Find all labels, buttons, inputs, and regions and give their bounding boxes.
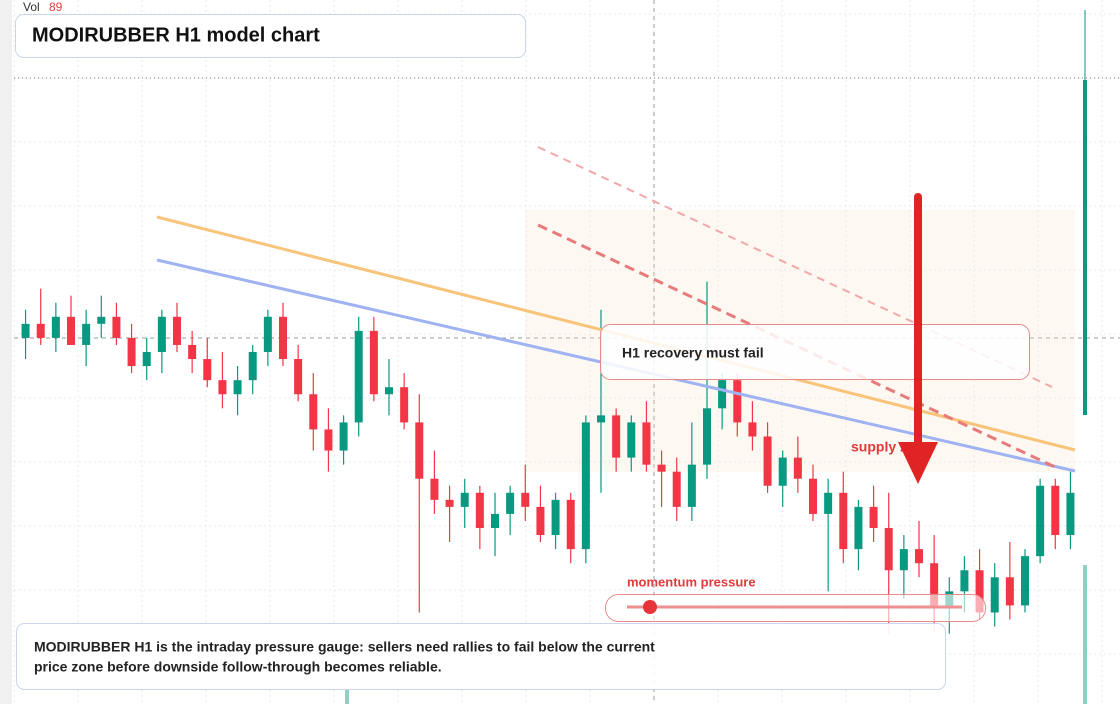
title: MODIRUBBER H1 model chart (32, 24, 320, 46)
candle-body (188, 344, 197, 360)
callout-box (600, 324, 1030, 380)
candle-body (157, 316, 166, 352)
candle-body (415, 422, 424, 479)
candle-body (279, 316, 287, 360)
description-line: MODIRUBBER H1 is the intraday pressure g… (34, 639, 655, 655)
candle-body (97, 316, 106, 324)
candle-body (445, 499, 454, 507)
channel-line (537, 146, 1053, 388)
candle-body (339, 422, 348, 451)
candle-body (506, 492, 515, 514)
candle-body (1066, 492, 1075, 536)
callout: H1 recovery must fail (622, 345, 764, 361)
candle-body (460, 492, 469, 507)
candle-body (400, 387, 409, 423)
candle-body (309, 394, 318, 430)
candle-body (733, 380, 742, 423)
candle-body (566, 499, 575, 550)
candle-body (930, 563, 939, 606)
candle-body (354, 330, 363, 423)
candle-body (1005, 577, 1014, 606)
candle-body (597, 415, 605, 423)
candle-body (1021, 556, 1029, 606)
candle-body (1036, 485, 1045, 557)
candles (21, 281, 1075, 634)
candle-body (82, 323, 91, 345)
gauge-dot (643, 600, 657, 614)
candle-body (475, 492, 484, 528)
candle-body (642, 422, 651, 465)
candle-body (551, 499, 560, 536)
description-line: price zone before downside follow-throug… (34, 659, 442, 675)
candle-body (915, 549, 923, 564)
candle-body (581, 422, 590, 550)
candle-body (369, 330, 378, 395)
candle-body (491, 513, 499, 528)
candle-body (687, 464, 696, 507)
candle-body (430, 478, 439, 500)
arrow-head (898, 442, 938, 484)
candle-body (657, 464, 666, 472)
candle-body (793, 457, 802, 479)
candle-body (854, 506, 863, 550)
candle-body (884, 528, 893, 571)
candle-body (112, 316, 121, 338)
gauge-label: momentum pressure (627, 574, 756, 589)
left-edge (0, 0, 12, 704)
candle-body (718, 380, 727, 409)
candle-body (627, 422, 636, 458)
volume-bar (345, 690, 349, 704)
candle-body (233, 380, 242, 395)
candle-body (536, 506, 545, 536)
candle-body (612, 415, 621, 458)
candle-body (703, 408, 711, 465)
candle-body (672, 471, 681, 507)
candle-body (763, 436, 772, 486)
candle-body (294, 359, 303, 395)
candle-body (385, 387, 393, 395)
candle-body (1051, 485, 1060, 536)
candle-body (203, 359, 212, 381)
candle-body (67, 316, 75, 345)
candle-body (521, 492, 530, 507)
candle-body (173, 316, 181, 345)
candle-body (778, 457, 787, 486)
candle-body (824, 492, 833, 514)
candle-body (263, 316, 272, 352)
candle-body (248, 352, 257, 381)
candle-body (809, 478, 817, 514)
candle-body (960, 570, 969, 592)
vol-label: Vol (23, 0, 40, 14)
candle-body (21, 323, 30, 338)
candle-body (748, 422, 757, 437)
candle-body (975, 570, 984, 613)
description-box (16, 623, 946, 690)
candle-body (142, 352, 151, 367)
title-box (15, 14, 526, 58)
candle-body (218, 380, 227, 395)
candle-body (899, 549, 908, 571)
candle-body (869, 506, 878, 528)
candle-body (127, 337, 136, 367)
volume-bar (1083, 565, 1087, 704)
candle-body (36, 323, 45, 338)
vol-value: 89 (49, 0, 63, 14)
candle-body (990, 577, 999, 613)
side-bar (1083, 80, 1087, 415)
candle-body (324, 429, 333, 451)
candle-body (51, 316, 60, 338)
candle-body (839, 492, 848, 550)
